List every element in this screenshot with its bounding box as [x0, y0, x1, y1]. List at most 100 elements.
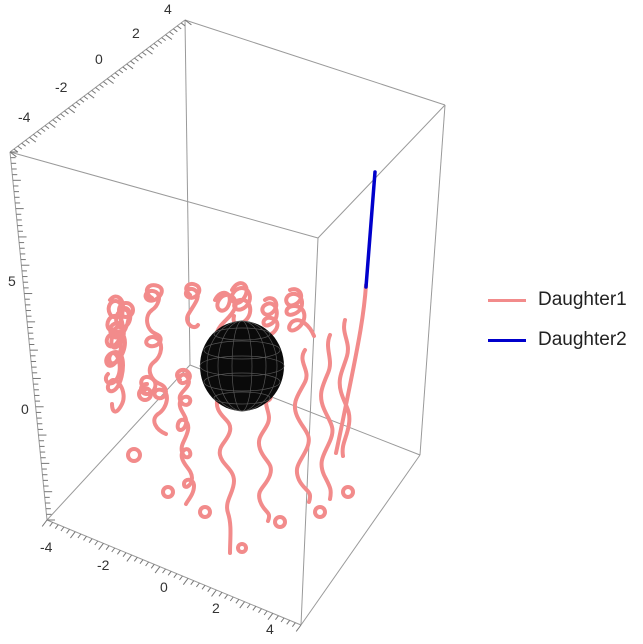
sphere-mesh [199, 320, 285, 412]
trajectory-strand [143, 283, 169, 436]
trajectory-knot [273, 515, 287, 529]
box-edge [184, 19, 191, 366]
box-edge [300, 237, 319, 626]
tick-mark [235, 599, 240, 604]
tick-mark [60, 113, 65, 118]
trajectory-knot [236, 542, 248, 554]
tick-mark [21, 142, 26, 147]
tick-mark [169, 31, 174, 36]
tick-mark [173, 573, 178, 578]
trajectory-strand [334, 283, 368, 455]
legend-swatch-daughter2 [488, 338, 526, 342]
trajectory-strand [257, 393, 273, 523]
daughter1-series [103, 281, 368, 555]
tick-mark [184, 19, 192, 26]
bottom-tick-label: -4 [40, 539, 53, 555]
tick-mark [122, 66, 128, 71]
tick-mark [139, 559, 144, 564]
tick-mark [118, 69, 124, 74]
tick-mark [224, 594, 229, 599]
tick-mark [17, 145, 23, 150]
tick-mark [295, 624, 302, 632]
tick-mark [173, 28, 178, 33]
tick-mark [111, 547, 116, 553]
tick-mark [54, 524, 59, 529]
trajectory-strand [175, 367, 196, 506]
trajectory-strand [292, 348, 312, 504]
central-sphere [199, 320, 285, 412]
tick-mark [106, 78, 114, 84]
tick-mark [263, 610, 268, 616]
trajectory-knot [198, 505, 212, 519]
legend-item-daughter2: Daughter2 [488, 320, 627, 360]
tick-mark [70, 531, 76, 539]
box-edge [300, 454, 421, 626]
box-edge [184, 19, 446, 106]
tick-mark [182, 578, 189, 586]
tick-mark [49, 522, 54, 527]
tick-mark [138, 54, 143, 59]
legend-item-daughter1: Daughter1 [488, 280, 627, 320]
top-tick-label: -2 [55, 79, 68, 95]
tick-mark [207, 587, 212, 592]
tick-mark [291, 622, 296, 627]
legend-swatch-daughter1 [488, 298, 526, 302]
daughter2-series [364, 170, 377, 289]
trajectory-segment [364, 170, 377, 289]
tick-mark [91, 90, 96, 94]
bottom-tick-label: 0 [160, 579, 168, 595]
tick-mark [33, 133, 38, 138]
tick-mark [229, 596, 234, 602]
tick-mark [246, 603, 251, 609]
tick-mark [165, 34, 173, 40]
tick-mark [258, 608, 262, 613]
tick-mark [167, 571, 172, 576]
tick-mark [103, 81, 108, 85]
tick-mark [48, 122, 56, 128]
tick-mark [179, 575, 183, 581]
tick-mark [56, 116, 61, 121]
box-edge [419, 104, 446, 456]
tick-mark [145, 561, 150, 567]
tick-mark [95, 87, 100, 91]
trajectory-strand [213, 290, 238, 334]
tick-mark [52, 119, 58, 124]
tick-mark [29, 136, 37, 143]
trajectory-knot [126, 447, 142, 463]
tick-mark [94, 540, 99, 546]
tick-mark [180, 22, 186, 27]
legend: Daughter1 Daughter2 [488, 280, 627, 360]
tick-mark [126, 63, 134, 70]
trajectory-knot [341, 485, 355, 499]
tick-mark [75, 101, 81, 106]
z-tick-label: 0 [21, 401, 29, 417]
trajectory-strand [103, 294, 125, 386]
tick-mark [154, 566, 161, 574]
tick-mark [66, 529, 70, 534]
tick-mark [133, 557, 138, 562]
tick-mark [275, 615, 279, 620]
tick-mark [114, 72, 120, 77]
tick-mark [190, 580, 195, 585]
tick-mark [280, 617, 285, 623]
tick-marks [9, 19, 302, 632]
tick-mark [150, 564, 155, 569]
legend-label: Daughter1 [538, 289, 627, 310]
top-tick-label: 4 [164, 1, 172, 17]
tick-mark [25, 139, 30, 144]
top-tick-label: -4 [18, 109, 31, 125]
trajectory-strand [229, 281, 253, 327]
tick-mark [267, 613, 274, 621]
tick-mark [79, 98, 85, 103]
tick-mark [99, 84, 104, 88]
tick-mark [126, 554, 133, 562]
box-edge [317, 104, 446, 239]
bottom-tick-label: 4 [266, 621, 274, 637]
tick-mark [153, 43, 159, 47]
tick-mark [64, 110, 69, 115]
box-edge [46, 519, 302, 626]
tick-mark [286, 620, 291, 625]
tick-mark [36, 131, 42, 135]
box-edge [9, 151, 319, 239]
